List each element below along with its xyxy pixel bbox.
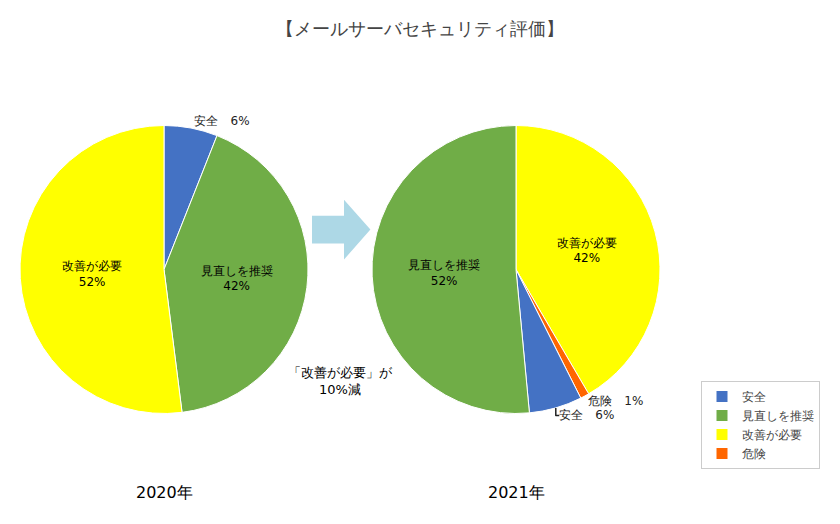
svg-text:2020年: 2020年 [136,483,193,502]
svg-text:安全: 安全 [742,390,766,404]
svg-text:安全 6%: 安全 6% [194,114,249,128]
svg-text:安全 6%: 安全 6% [559,408,614,422]
svg-text:【メールサーバセキュリティ評価】: 【メールサーバセキュリティ評価】 [276,18,564,39]
svg-text:見直しを推奨: 見直しを推奨 [742,409,814,423]
svg-text:「改善が必要」が10%減: 「改善が必要」が10%減 [288,365,393,397]
svg-text:改善が必要52%: 改善が必要52% [62,259,122,289]
svg-text:改善が必要42%: 改善が必要42% [557,236,617,266]
svg-text:危険: 危険 [742,447,766,461]
svg-text:見直しを推奨52%: 見直しを推奨52% [408,258,480,288]
svg-text:見直しを推奨42%: 見直しを推奨42% [201,264,273,294]
svg-text:危険 1%: 危険 1% [588,394,643,408]
svg-text:2021年: 2021年 [488,483,545,502]
svg-text:改善が必要: 改善が必要 [742,428,802,442]
